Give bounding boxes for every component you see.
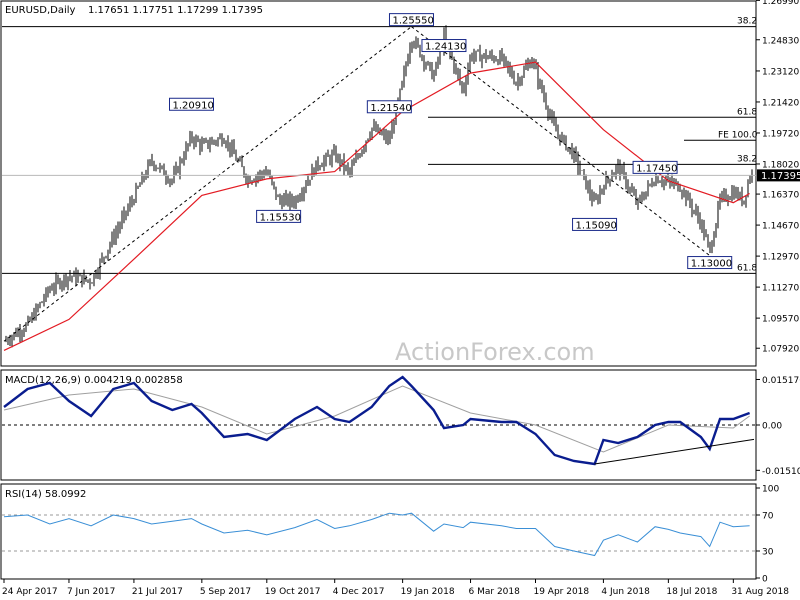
price-y-tick-label: 1.16370 xyxy=(762,191,799,201)
annotation-box xyxy=(366,100,412,114)
macd-y-axis: 0.015176 0.00 -0.015105 xyxy=(756,376,800,477)
price-levels: 38.2 61.8 FE 100.0 38.2 61.8 xyxy=(2,17,758,274)
annotation-label: 1.21540 xyxy=(370,103,411,114)
price-y-tick-label: 1.21420 xyxy=(762,98,799,108)
x-tick-label: 31 Aug 2018 xyxy=(731,587,789,597)
macd-main-line xyxy=(3,375,751,466)
price-y-tick-label: 1.19720 xyxy=(762,129,799,139)
rsi-y-tick-label: 100 xyxy=(762,485,779,495)
trend-line xyxy=(3,26,412,342)
macd-title: MACD(12,26,9) 0.004219 0.002858 xyxy=(5,375,183,386)
x-tick-label: 19 Jan 2018 xyxy=(401,587,455,597)
annotation-box xyxy=(169,97,214,111)
price-y-axis: 1.26990 1.24830 1.23120 1.21420 1.19720 1.180… xyxy=(756,0,799,355)
rsi-y-tick-label: 0 xyxy=(762,575,768,585)
macd-y-tick-label: 0.015176 xyxy=(762,376,800,386)
price-y-tick-label: 1.14670 xyxy=(762,222,799,232)
price-y-tick-label: 1.26990 xyxy=(762,0,799,7)
macd-trend-line xyxy=(594,438,755,465)
price-y-tick-label: 1.12970 xyxy=(762,253,799,263)
price-y-tick-label: 1.11270 xyxy=(762,284,799,294)
rsi-y-tick-label: 70 xyxy=(762,512,774,522)
price-y-tick-label: 1.18020 xyxy=(762,160,799,170)
candle-series xyxy=(5,25,753,348)
annotation-box xyxy=(572,217,618,231)
price-panel-frame xyxy=(0,0,757,367)
level-label: 38.2 xyxy=(737,17,757,27)
annotation-box xyxy=(632,160,678,174)
annotation-label: 1.15530 xyxy=(260,212,301,223)
x-tick-label: 19 Apr 2018 xyxy=(533,587,589,597)
price-annotations: 1.25550 1.24130 1.21540 1.20910 1.15530 1.150… xyxy=(169,13,733,270)
x-tick-label: 24 Apr 2017 xyxy=(2,587,58,597)
watermark: ActionForex.com xyxy=(395,338,595,366)
level-label: 38.2 xyxy=(737,154,757,164)
annotation-box xyxy=(421,39,467,53)
annotation-box xyxy=(687,256,733,270)
x-tick-label: 5 Sep 2017 xyxy=(200,587,251,597)
macd-y-tick-label: -0.015105 xyxy=(762,467,800,477)
symbol-label: EURUSD,Daily xyxy=(5,5,76,16)
price-y-tick-label: 1.09570 xyxy=(762,315,799,325)
trend-line xyxy=(411,26,711,256)
level-label: 61.8 xyxy=(737,107,757,117)
macd-y-tick-label: 0.00 xyxy=(762,422,782,432)
price-y-tick-label: 1.24830 xyxy=(762,36,799,46)
x-tick-label: 19 Oct 2017 xyxy=(265,587,321,597)
annotation-box xyxy=(256,209,302,223)
current-price-box xyxy=(757,169,800,182)
x-tick-label: 18 Jul 2018 xyxy=(666,587,717,597)
macd-trend-lines xyxy=(594,438,755,465)
ohlc-label: 1.17651 1.17751 1.17299 1.17395 xyxy=(88,5,263,16)
price-y-tick-label: 1.07920 xyxy=(762,345,799,355)
x-tick-label: 7 Jun 2017 xyxy=(67,587,115,597)
price-y-tick-label: 1.23120 xyxy=(762,67,799,77)
annotation-label: 1.24130 xyxy=(425,42,466,53)
annotation-label: 1.25550 xyxy=(392,16,433,27)
annotation-label: 1.13000 xyxy=(691,259,732,270)
annotation-label: 1.15090 xyxy=(576,220,617,231)
level-label: 61.8 xyxy=(737,263,757,273)
rsi-y-axis: 100 70 30 0 xyxy=(2,485,779,585)
level-label: FE 100.0 xyxy=(718,130,758,140)
x-axis: 24 Apr 2017 7 Jun 2017 21 Jul 2017 5 Sep 20… xyxy=(2,579,789,597)
x-tick-label: 6 Mar 2018 xyxy=(469,587,521,597)
macd-signal-line xyxy=(3,385,750,453)
x-tick-label: 4 Dec 2017 xyxy=(333,587,385,597)
current-price-label: 1.17395 xyxy=(761,171,800,182)
x-tick-label: 21 Jul 2017 xyxy=(132,587,183,597)
x-tick-label: 4 Jun 2018 xyxy=(601,587,650,597)
rsi-title: RSI(14) 58.0992 xyxy=(5,489,86,500)
price-trend-lines xyxy=(3,26,711,342)
annotation-label: 1.20910 xyxy=(173,100,214,111)
annotation-box xyxy=(388,13,434,27)
annotation-label: 1.17450 xyxy=(636,163,677,174)
rsi-line xyxy=(3,512,750,557)
rsi-panel-frame xyxy=(0,483,757,580)
rsi-y-tick-label: 30 xyxy=(762,548,774,558)
